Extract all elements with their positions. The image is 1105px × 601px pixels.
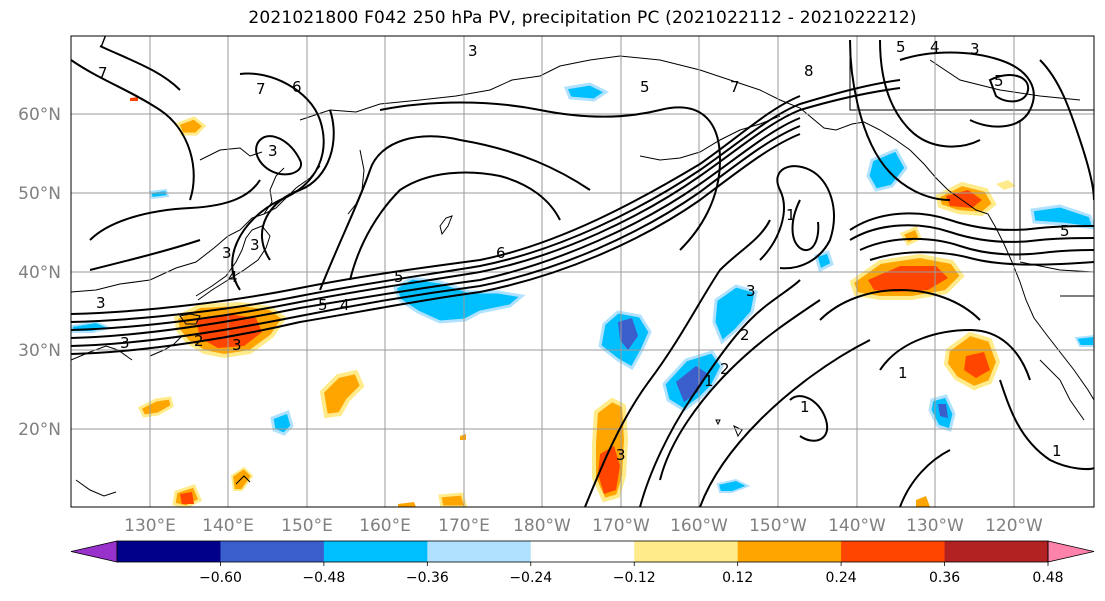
colorbar-extend-min [70, 540, 118, 563]
contour-label: 2 [740, 326, 750, 344]
colorbar-tick-label: −0.24 [509, 570, 552, 586]
colorbar-frame [116, 540, 1049, 563]
contour-label: 1 [786, 206, 796, 224]
colorbar-tick-label: −0.12 [613, 570, 656, 586]
colorbar-tick-label: 0.12 [722, 570, 753, 586]
colorbar-segment [944, 541, 1049, 562]
map-frame [70, 35, 1095, 508]
contour-label: 5 [318, 296, 328, 314]
colorbar-segment [634, 541, 739, 562]
colorbar-tick-label: 0.36 [929, 570, 960, 586]
colorbar: −0.60 −0.48 −0.36 −0.24 −0.12 0.12 0.24 0.36 0.4… [70, 540, 1095, 586]
lat-label-50n: 50°N [18, 184, 61, 204]
contour-label: 7 [98, 64, 108, 82]
colorbar-segment [220, 541, 325, 562]
lon-label: 170°E [438, 516, 490, 536]
contour-label: 3 [970, 40, 980, 58]
contour-label: 7 [730, 78, 740, 96]
lon-label: 180°W [513, 516, 571, 536]
lon-label: 160°W [670, 516, 728, 536]
contour-label: 7 [256, 80, 266, 98]
lat-label-40n: 40°N [18, 263, 61, 283]
contour-label: 5 [896, 38, 906, 56]
lon-label: 130°W [906, 516, 964, 536]
lon-label: 120°W [985, 516, 1043, 536]
lat-label-30n: 30°N [18, 341, 61, 361]
contour-label: 3 [268, 142, 278, 160]
precip-negative-areas [71, 82, 1094, 493]
contour-label: 6 [292, 78, 302, 96]
contour-label: 4 [340, 296, 350, 314]
contour-label: 3 [616, 446, 626, 464]
map-title: 2021021800 F042 250 hPa PV, precipitatio… [248, 8, 917, 28]
colorbar-tick-label: 0.48 [1032, 570, 1063, 586]
lon-label: 170°W [592, 516, 650, 536]
contour-labels: 7 7 6 3 3 5 3 4 5 3 7 8 5 4 3 5 1 6 5 4 … [96, 32, 1070, 464]
contour-label: 4 [930, 38, 940, 56]
contour-label: 1 [704, 372, 714, 390]
contour-label: 3 [222, 244, 232, 262]
contour-label: 8 [804, 62, 814, 80]
contour-label: 3 [96, 294, 106, 312]
contour-label: 3 [250, 236, 260, 254]
pv-contours [71, 39, 1094, 507]
colorbar-segment [737, 541, 842, 562]
precip-positive-areas [130, 97, 1016, 507]
lon-label: 160°E [359, 516, 411, 536]
contour-label: 5 [640, 78, 650, 96]
colorbar-tick-label: −0.60 [199, 570, 242, 586]
lon-label: 140°E [202, 516, 254, 536]
contour-label: 3 [232, 336, 242, 354]
colorbar-segment [427, 541, 532, 562]
colorbar-tick-label: 0.24 [826, 570, 857, 586]
contour-label: 7 [98, 32, 108, 50]
colorbar-segment [117, 541, 221, 562]
lat-labels: 60°N 50°N 40°N 30°N 20°N [18, 105, 61, 440]
lat-label-60n: 60°N [18, 105, 61, 125]
contour-label: 5 [994, 72, 1004, 90]
contour-label: 3 [120, 334, 130, 352]
colorbar-tick-label: −0.36 [406, 570, 449, 586]
contour-label: 4 [228, 268, 238, 286]
contour-label: 3 [746, 282, 756, 300]
contour-label: 5 [1060, 222, 1070, 240]
contour-label: 5 [394, 268, 404, 286]
colorbar-segment [841, 541, 946, 562]
lon-label: 140°W [828, 516, 886, 536]
lon-label: 150°E [281, 516, 333, 536]
lat-label-20n: 20°N [18, 420, 61, 440]
lon-label: 130°E [124, 516, 176, 536]
colorbar-tick-label: −0.48 [302, 570, 345, 586]
colorbar-segment [323, 541, 428, 562]
gridlines [71, 36, 1094, 507]
colorbar-extend-max [1047, 540, 1095, 563]
contour-label: 3 [468, 42, 478, 60]
colorbar-segment [530, 541, 635, 562]
contour-label: 1 [800, 398, 810, 416]
lon-label: 150°W [749, 516, 807, 536]
contour-label: 2 [194, 332, 204, 350]
contour-label: 1 [1052, 442, 1062, 460]
lon-labels: 130°E 140°E 150°E 160°E 170°E 180°W 170°… [124, 516, 1043, 536]
contour-label: 1 [898, 364, 908, 382]
contour-label: 6 [496, 244, 506, 262]
contour-label: 2 [720, 360, 730, 378]
